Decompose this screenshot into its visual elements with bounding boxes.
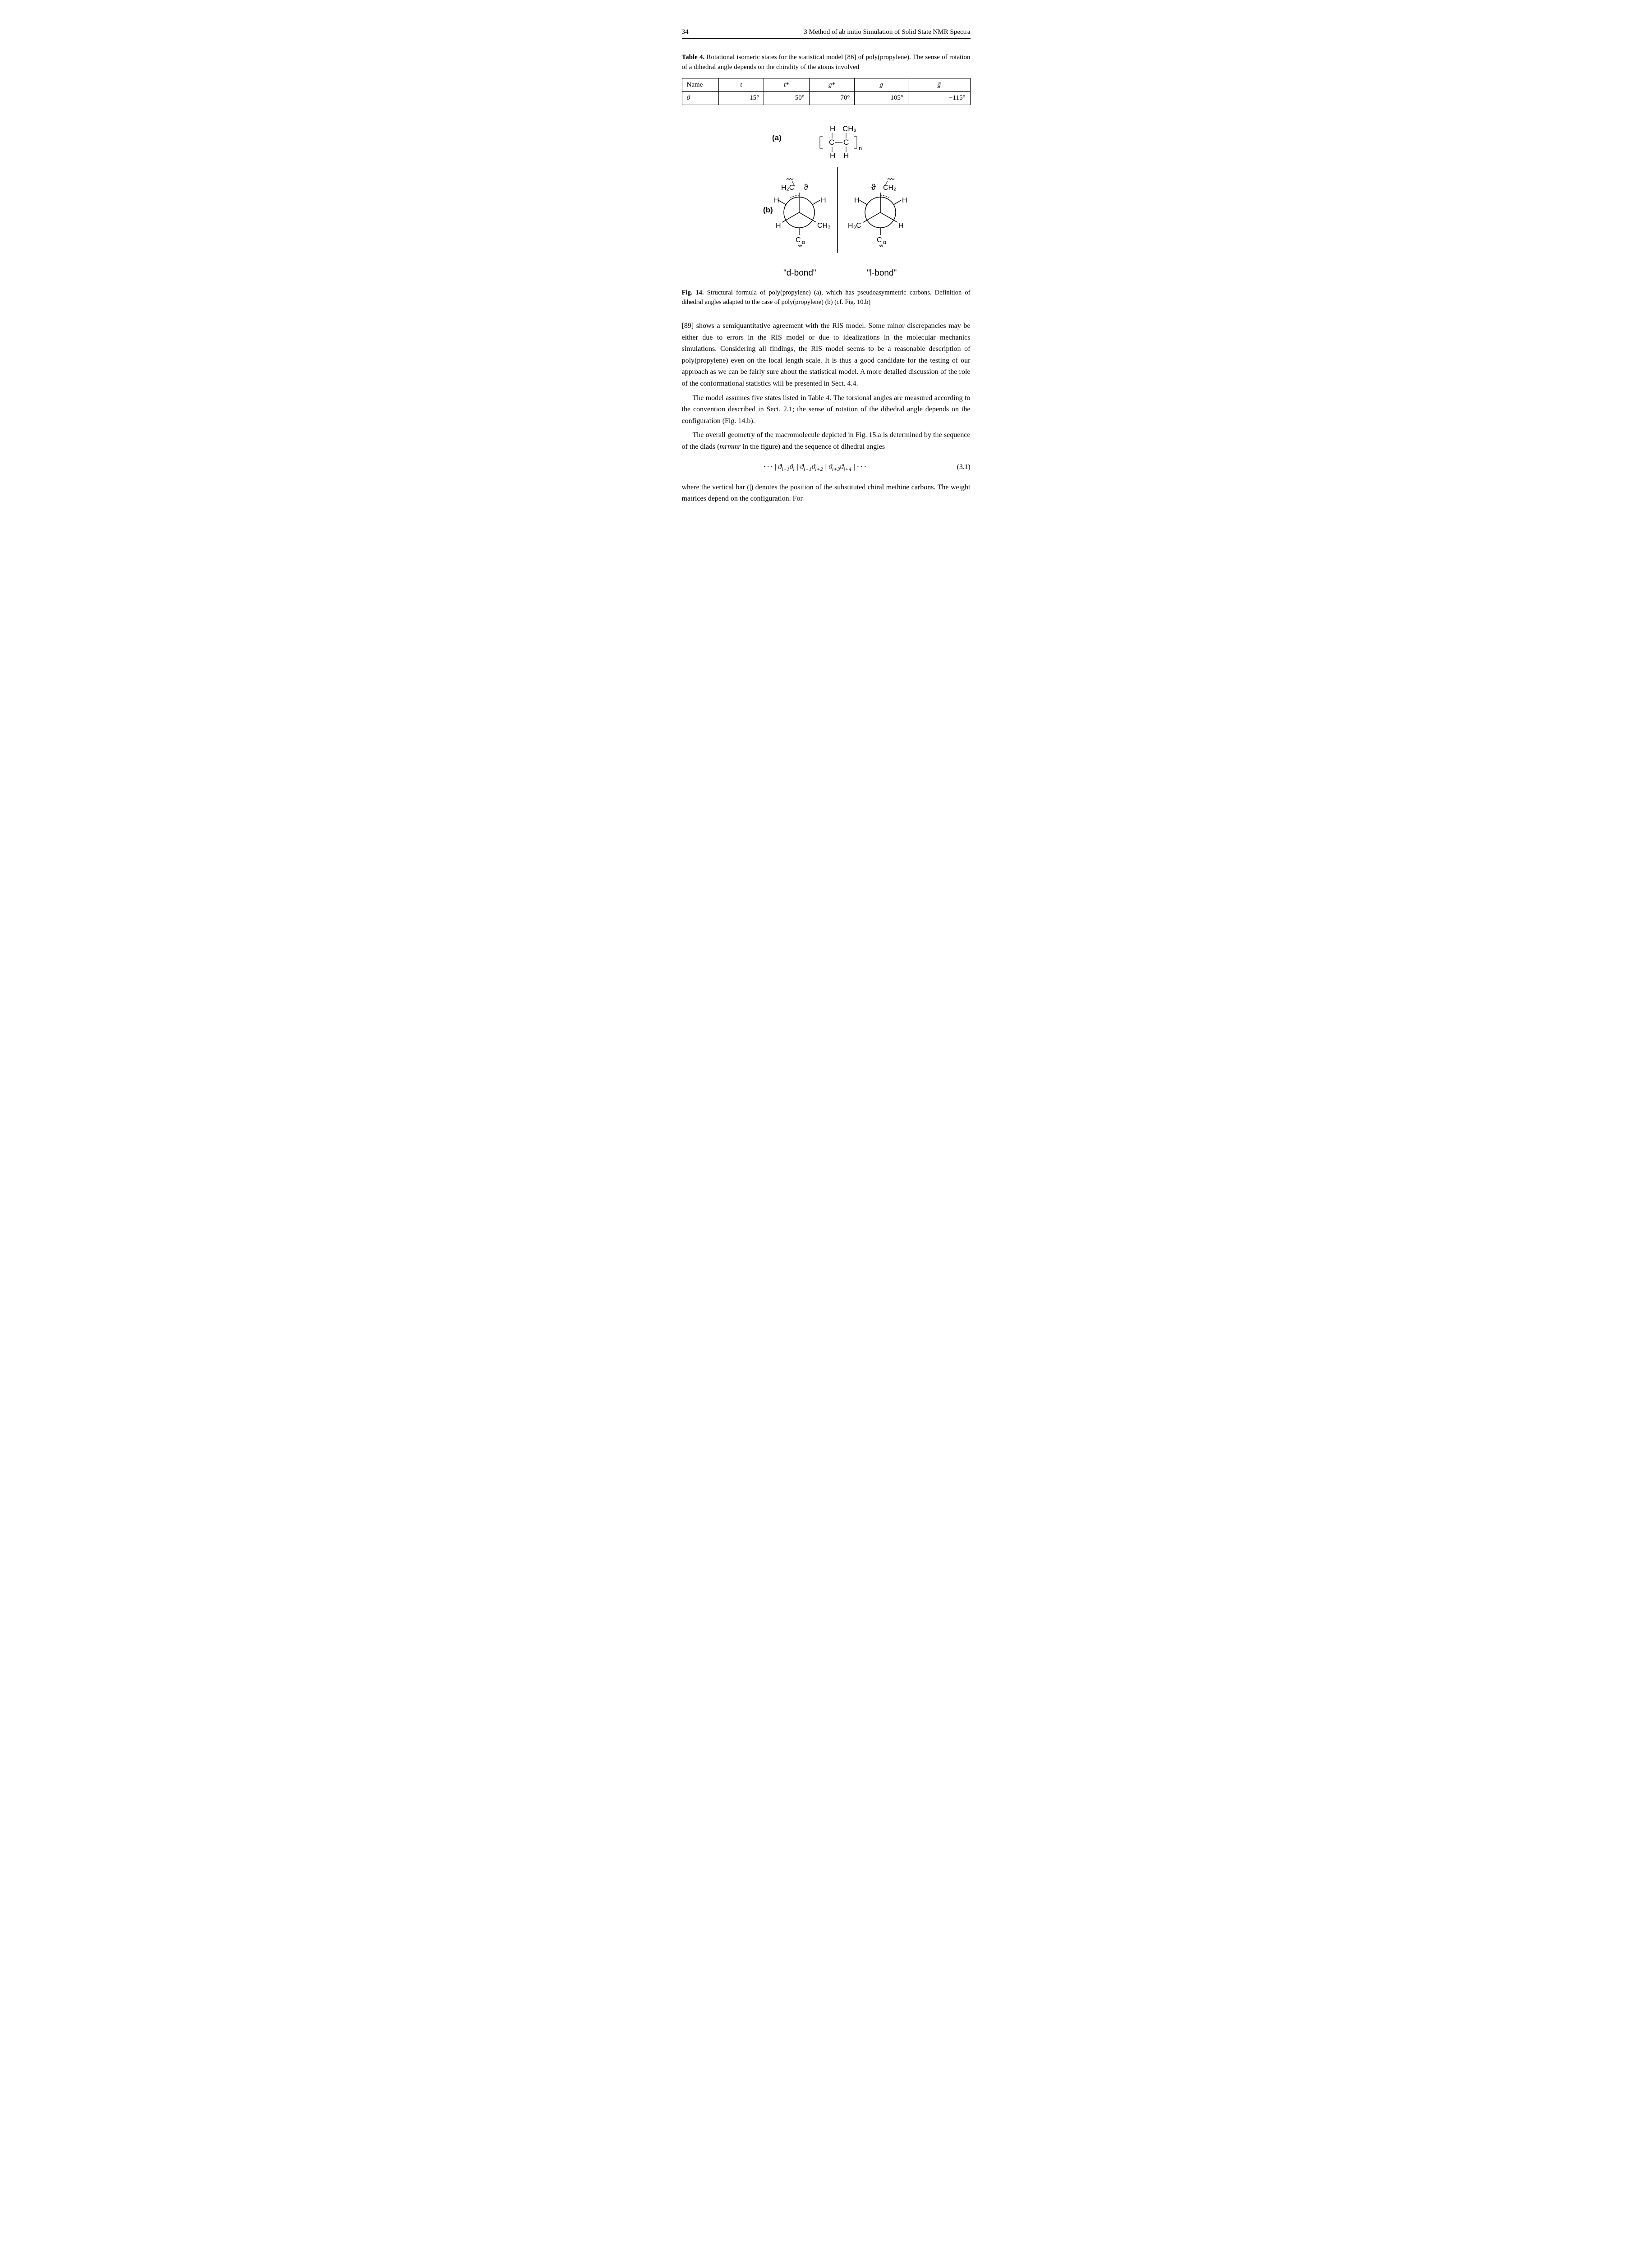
svg-text:H₃C: H₃C xyxy=(848,222,861,230)
d-bond-label: "d-bond" xyxy=(783,268,816,278)
fig-label-b: (b) xyxy=(763,206,773,214)
svg-text:CH₂: CH₂ xyxy=(883,184,896,192)
equation-content: · · · | ϑi−1ϑi | ϑi+1ϑi+2 | ϑi+3ϑi+4 | ·… xyxy=(682,462,948,473)
table4-caption-text: Rotational isomeric states for the stati… xyxy=(682,54,971,71)
cell-val-3: 105° xyxy=(855,92,908,105)
cell-name-header: Name xyxy=(682,78,718,92)
table-row: Name t t* g* g ḡ xyxy=(682,78,970,92)
svg-text:H: H xyxy=(830,124,835,133)
cell-col-t: t xyxy=(718,78,764,92)
svg-text:H: H xyxy=(821,197,826,204)
table4-caption: Table 4. Rotational isomeric states for … xyxy=(682,52,971,73)
cell-col-tstar: t* xyxy=(764,78,810,92)
cell-val-1: 50° xyxy=(764,92,810,105)
svg-text:CH₃: CH₃ xyxy=(842,124,856,133)
svg-text:CH₃: CH₃ xyxy=(817,222,831,230)
svg-text:C: C xyxy=(829,138,834,147)
fig14-caption-text: Structural formula of poly(propylene) (a… xyxy=(682,289,971,306)
paragraph-3: The overall geometry of the macromolecul… xyxy=(682,429,971,452)
svg-text:H₂C: H₂C xyxy=(781,184,794,192)
svg-text:H: H xyxy=(854,197,860,204)
figure14: (a) H CH₃ C C n H H (b) ϑ xyxy=(682,118,971,285)
table4-label: Table 4. xyxy=(682,54,705,61)
svg-text:C: C xyxy=(796,236,801,244)
cell-val-4: −115° xyxy=(908,92,970,105)
svg-text:ϑ: ϑ xyxy=(871,183,876,192)
fig14-label: Fig. 14. xyxy=(682,289,704,296)
equation-number: (3.1) xyxy=(948,462,971,472)
svg-text:H: H xyxy=(898,222,904,230)
running-header: 34 3 Method of ab initio Simulation of S… xyxy=(682,27,971,39)
cell-col-g: g xyxy=(855,78,908,92)
cell-col-gbar: ḡ xyxy=(908,78,970,92)
paragraph-4: where the vertical bar (|) denotes the p… xyxy=(682,482,971,505)
l-bond-label: "l-bond" xyxy=(867,268,897,278)
svg-text:C: C xyxy=(843,138,849,147)
svg-text:α: α xyxy=(802,239,805,245)
svg-text:n: n xyxy=(859,145,862,152)
svg-text:H: H xyxy=(843,152,849,160)
equation-3-1: · · · | ϑi−1ϑi | ϑi+1ϑi+2 | ϑi+3ϑi+4 | ·… xyxy=(682,462,971,473)
svg-text:H: H xyxy=(774,197,779,204)
svg-text:ϑ: ϑ xyxy=(804,183,808,192)
running-title: 3 Method of ab initio Simulation of Soli… xyxy=(804,27,970,37)
page-number: 34 xyxy=(682,27,689,37)
cell-val-0: 15° xyxy=(718,92,764,105)
svg-text:H: H xyxy=(776,222,781,230)
cell-val-2: 70° xyxy=(809,92,855,105)
cell-col-gstar: g* xyxy=(809,78,855,92)
svg-text:H: H xyxy=(830,152,835,160)
svg-text:α: α xyxy=(883,239,886,245)
table-row: ϑ 15° 50° 70° 105° −115° xyxy=(682,92,970,105)
fig-label-a: (a) xyxy=(772,133,782,142)
table4: Name t t* g* g ḡ ϑ 15° 50° 70° 105° −115… xyxy=(682,78,971,105)
svg-text:H: H xyxy=(902,197,907,204)
paragraph-2: The model assumes five states listed in … xyxy=(682,392,971,427)
svg-text:C: C xyxy=(877,236,882,244)
paragraph-1: [89] shows a semiquantitative agreement … xyxy=(682,320,971,390)
figure14-caption: Fig. 14. Structural formula of poly(prop… xyxy=(682,288,971,308)
cell-theta-header: ϑ xyxy=(682,92,718,105)
